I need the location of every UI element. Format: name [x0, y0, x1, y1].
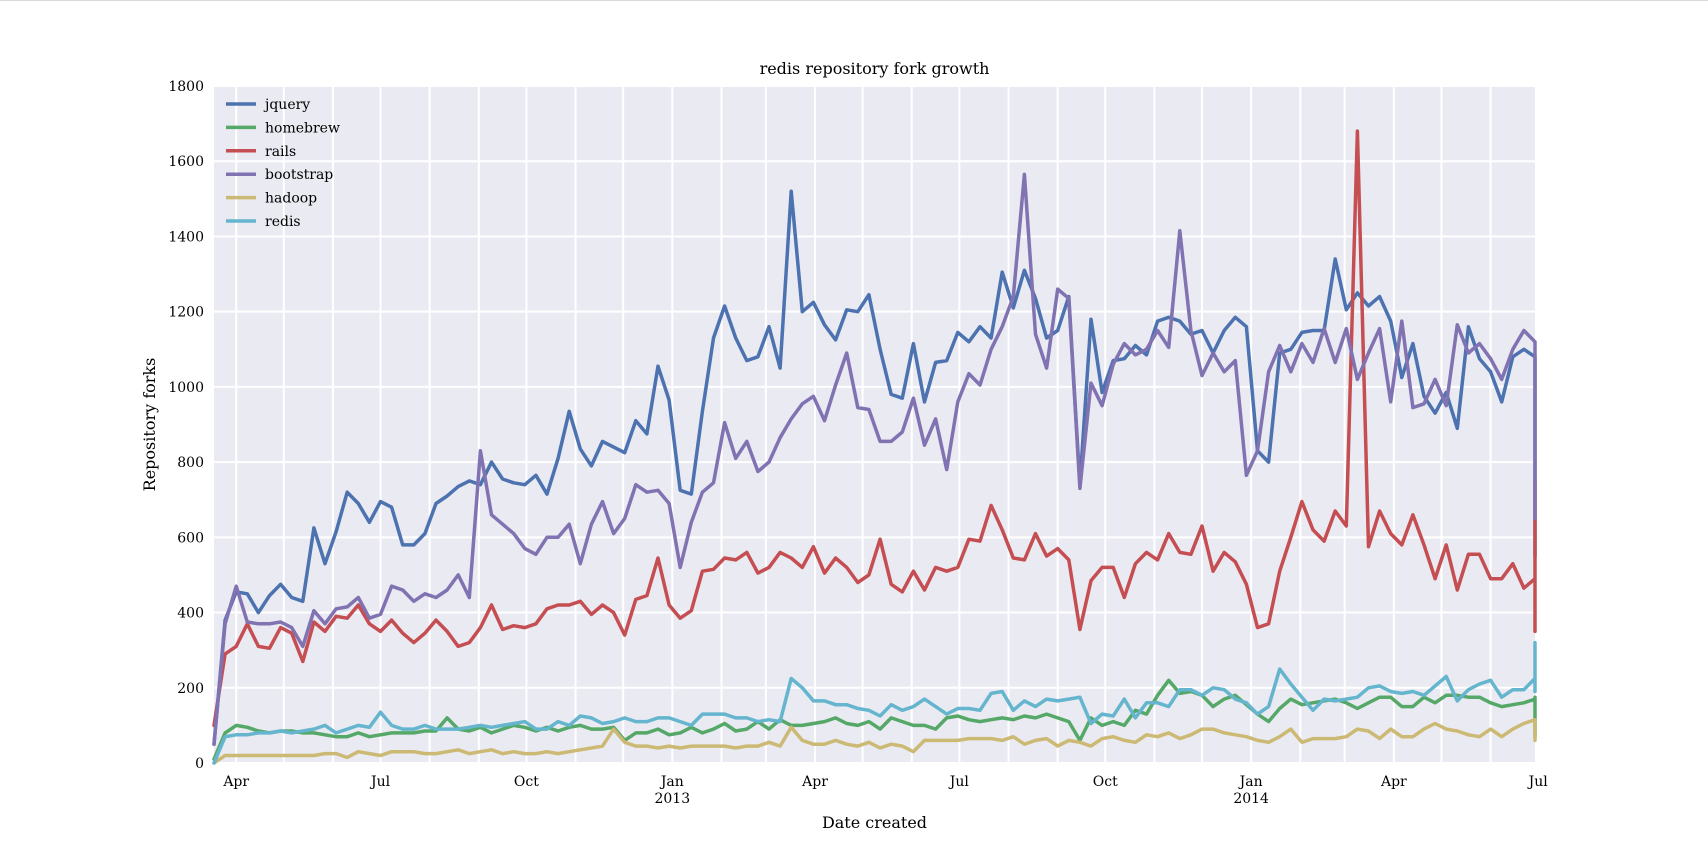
legend-item-bootstrap: bootstrap — [226, 167, 333, 183]
y-tick-label: 1000 — [168, 380, 204, 396]
legend-label: hadoop — [265, 191, 317, 207]
window-top-border — [0, 0, 1708, 1]
x-tick-label: Apr — [801, 774, 828, 790]
x-tick-label: Jan — [659, 774, 684, 790]
x-tick-label: Oct — [514, 774, 539, 790]
y-tick-label: 400 — [177, 606, 204, 622]
legend-item-homebrew: homebrew — [226, 120, 340, 136]
legend-label: bootstrap — [265, 167, 333, 183]
series-line-jquery — [212, 189, 1537, 746]
y-axis-tick-labels: 0 200 400 600 800 1000 1200 1400 1600 1800 — [168, 79, 204, 772]
x-tick-label: Apr — [1380, 774, 1407, 790]
legend-item-redis: redis — [226, 214, 301, 230]
y-tick-label: 0 — [195, 756, 204, 772]
legend-label: redis — [265, 214, 301, 230]
chart-title: redis repository fork growth — [760, 59, 990, 78]
x-tick-label: Jul — [948, 774, 970, 790]
vertical-gridlines — [235, 86, 1492, 763]
y-axis-label: Repository forks — [140, 358, 159, 492]
x-tick-label: Jan — [1238, 774, 1263, 790]
y-tick-label: 800 — [177, 455, 204, 471]
series-line-rails — [212, 129, 1537, 728]
legend: jquery homebrew rails bootstrap hadoop redis — [226, 97, 340, 230]
series-line-hadoop — [212, 717, 1537, 765]
y-tick-label: 1200 — [168, 305, 204, 321]
x-axis-label: Date created — [822, 813, 927, 832]
y-tick-label: 200 — [177, 681, 204, 697]
y-tick-label: 1600 — [168, 154, 204, 170]
legend-label: rails — [265, 144, 296, 160]
y-tick-label: 1800 — [168, 79, 204, 95]
series-lines — [212, 129, 1537, 765]
legend-item-jquery: jquery — [226, 97, 310, 113]
legend-item-rails: rails — [226, 144, 296, 160]
legend-label: homebrew — [265, 120, 340, 136]
series-line-redis — [212, 640, 1537, 765]
x-tick-label: Jul — [1527, 774, 1549, 790]
x-tick-label: Apr — [222, 774, 249, 790]
x-tick-label: Oct — [1093, 774, 1118, 790]
x-tick-label: Jul — [369, 774, 391, 790]
x-tick-year-label: 2013 — [654, 791, 690, 807]
legend-label: jquery — [263, 97, 310, 113]
legend-item-hadoop: hadoop — [226, 191, 317, 207]
y-tick-label: 600 — [177, 530, 204, 546]
y-tick-label: 1400 — [168, 229, 204, 245]
series-line-bootstrap — [212, 172, 1537, 746]
horizontal-gridlines — [214, 85, 1535, 764]
x-tick-year-label: 2014 — [1233, 791, 1269, 807]
